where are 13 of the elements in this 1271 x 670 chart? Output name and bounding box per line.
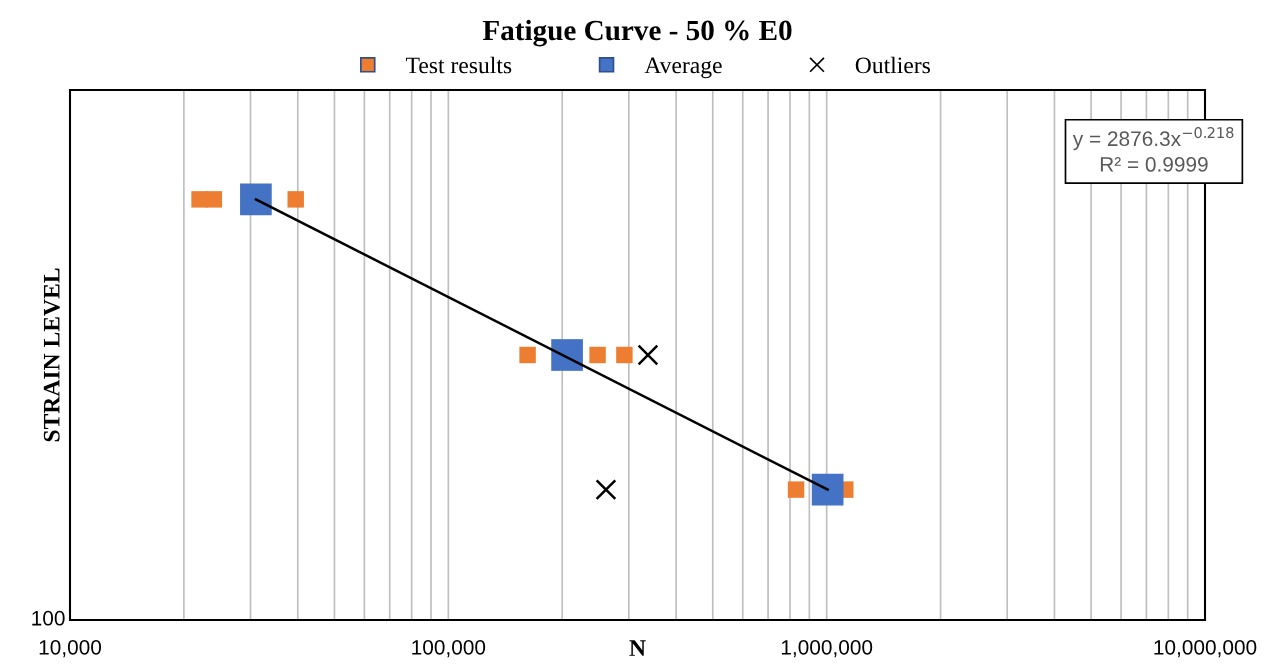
x-axis-title: N: [629, 640, 646, 656]
legend-label: Average: [644, 57, 722, 79]
chart-title: Fatigue Curve - 50 % E0: [482, 19, 792, 47]
x-tick-label: 10,000,000: [1154, 639, 1257, 658]
text: R² = 0.9999: [1100, 157, 1208, 172]
x-tick-label: 1,000,000: [781, 639, 873, 658]
text: 100: [32, 610, 65, 626]
y-axis-title: STRAIN LEVEL: [43, 268, 60, 442]
x-tick-label: 10,000: [39, 639, 102, 658]
legend-label: Test results: [405, 56, 512, 74]
text: y = 2876.3x$^{−0.218}$: [1072, 127, 1234, 151]
x-tick-label: 100,000: [412, 639, 486, 658]
legend-label: Outliers: [855, 56, 930, 74]
